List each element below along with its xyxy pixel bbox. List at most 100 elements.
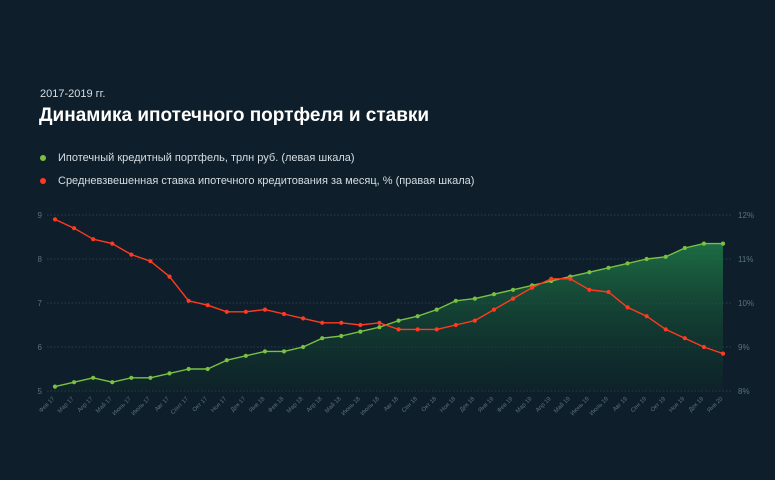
y-left-tick-label: 9 (38, 211, 43, 220)
chart-title: Динамика ипотечного портфеля и ставки (39, 105, 430, 126)
data-point-0-8 (205, 366, 210, 372)
series-points (52, 217, 726, 389)
data-point-0-9 (224, 358, 229, 363)
data-point-1-26 (549, 276, 554, 281)
data-point-1-18 (396, 327, 401, 332)
data-point-1-17 (377, 320, 382, 325)
data-point-1-34 (701, 344, 707, 350)
x-tick-label: Ноя 19 (668, 396, 686, 414)
legend-item-rate: Средневзвешенная ставка ипотечного креди… (40, 169, 474, 192)
x-tick-label: Май 19 (553, 395, 573, 415)
data-point-0-20 (434, 307, 439, 312)
data-point-0-12 (281, 349, 287, 354)
data-point-0-11 (262, 349, 268, 354)
data-point-1-21 (453, 322, 458, 328)
x-tick-label: Июль 18 (360, 396, 381, 417)
x-tick-label: Фев 18 (267, 396, 285, 414)
x-tick-label: Окт 18 (421, 396, 439, 414)
data-point-0-0 (52, 384, 58, 389)
chart-subtitle: 2017-2019 гг. (40, 88, 106, 100)
x-tick-label: Авг 17 (154, 396, 171, 413)
x-tick-label: Янв 19 (478, 396, 496, 414)
data-point-0-18 (396, 318, 401, 323)
y-right-tick-label: 11% (738, 255, 753, 264)
data-point-0-14 (320, 336, 325, 341)
x-tick-label: Июль 19 (589, 396, 610, 417)
x-tick-label: Апр 19 (535, 396, 553, 414)
x-tick-label: Янв 18 (249, 396, 267, 414)
data-point-1-24 (510, 296, 516, 301)
x-tick-label: Июнь 17 (112, 396, 133, 417)
legend-label-portfolio: Ипотечный кредитный портфель, трлн руб. … (58, 151, 355, 164)
x-tick-label: Дек 17 (230, 396, 248, 414)
data-point-1-3 (110, 241, 115, 246)
data-point-1-10 (243, 309, 248, 314)
data-point-1-9 (224, 309, 229, 314)
x-tick-label: Апр 17 (77, 396, 95, 414)
data-point-0-17 (377, 325, 382, 330)
x-tick-label: Май 17 (95, 395, 115, 415)
data-point-0-30 (625, 261, 630, 266)
data-point-1-25 (530, 285, 535, 290)
legend-item-portfolio: Ипотечный кредитный портфель, трлн руб. … (40, 146, 474, 169)
x-tick-label: Мар 19 (515, 396, 534, 415)
data-point-0-23 (491, 292, 497, 297)
data-point-0-3 (110, 380, 115, 385)
data-point-1-22 (472, 318, 477, 323)
data-point-1-4 (129, 252, 134, 257)
y-left-tick-label: 7 (38, 299, 43, 308)
data-point-1-31 (644, 314, 649, 319)
y-axis-left: 5 6 7 8 9 (38, 211, 43, 396)
y-right-tick-label: 10% (738, 299, 754, 308)
x-tick-label: Ноя 17 (210, 396, 228, 414)
data-point-0-13 (301, 344, 306, 350)
data-point-1-0 (52, 217, 58, 222)
x-tick-label: Сент 17 (170, 396, 190, 416)
y-left-tick-label: 8 (38, 255, 43, 264)
data-point-0-32 (663, 254, 668, 259)
data-point-1-16 (358, 322, 363, 328)
x-tick-label: Фев 17 (38, 396, 56, 414)
data-point-0-2 (91, 375, 96, 380)
data-point-0-7 (186, 366, 191, 372)
y-right-tick-label: 12% (738, 211, 754, 220)
data-point-1-14 (320, 320, 325, 325)
x-tick-label: Авг 18 (383, 396, 400, 413)
y-axis-right: 8% 9% 10% 11% 12% (738, 211, 754, 396)
data-point-0-19 (415, 314, 420, 319)
x-tick-label: Мар 18 (286, 396, 305, 415)
data-point-1-19 (415, 327, 420, 332)
x-tick-label: Фев 19 (496, 396, 514, 414)
data-point-1-27 (568, 276, 573, 281)
data-point-1-33 (682, 336, 687, 341)
x-tick-label: Апр 18 (306, 396, 324, 414)
data-point-1-35 (720, 351, 726, 356)
data-point-0-16 (358, 329, 363, 334)
y-left-tick-label: 6 (38, 343, 43, 352)
data-point-0-33 (682, 245, 687, 251)
x-tick-label: Сен 18 (401, 396, 419, 414)
data-point-1-6 (167, 274, 172, 279)
data-point-0-21 (453, 298, 458, 303)
data-point-1-30 (625, 305, 630, 310)
x-tick-label: Июль 17 (131, 396, 152, 417)
data-point-0-6 (167, 371, 172, 376)
x-tick-label: Окт 17 (192, 396, 210, 414)
x-tick-label: Янв 20 (707, 396, 725, 414)
x-tick-label: Окт 19 (650, 396, 668, 414)
data-point-1-15 (339, 320, 344, 325)
chart-legend: Ипотечный кредитный портфель, трлн руб. … (40, 146, 474, 192)
x-tick-label: Май 18 (324, 395, 344, 415)
data-point-1-28 (587, 287, 592, 292)
x-tick-label: Дек 18 (459, 396, 477, 414)
data-point-0-24 (510, 287, 516, 292)
data-point-1-23 (491, 307, 497, 312)
data-point-0-35 (720, 241, 726, 246)
data-point-0-29 (606, 265, 611, 270)
data-point-1-7 (186, 298, 191, 303)
x-tick-label: Июнь 18 (341, 396, 362, 417)
data-point-0-4 (129, 375, 134, 380)
x-tick-label: Мар 17 (57, 396, 76, 415)
